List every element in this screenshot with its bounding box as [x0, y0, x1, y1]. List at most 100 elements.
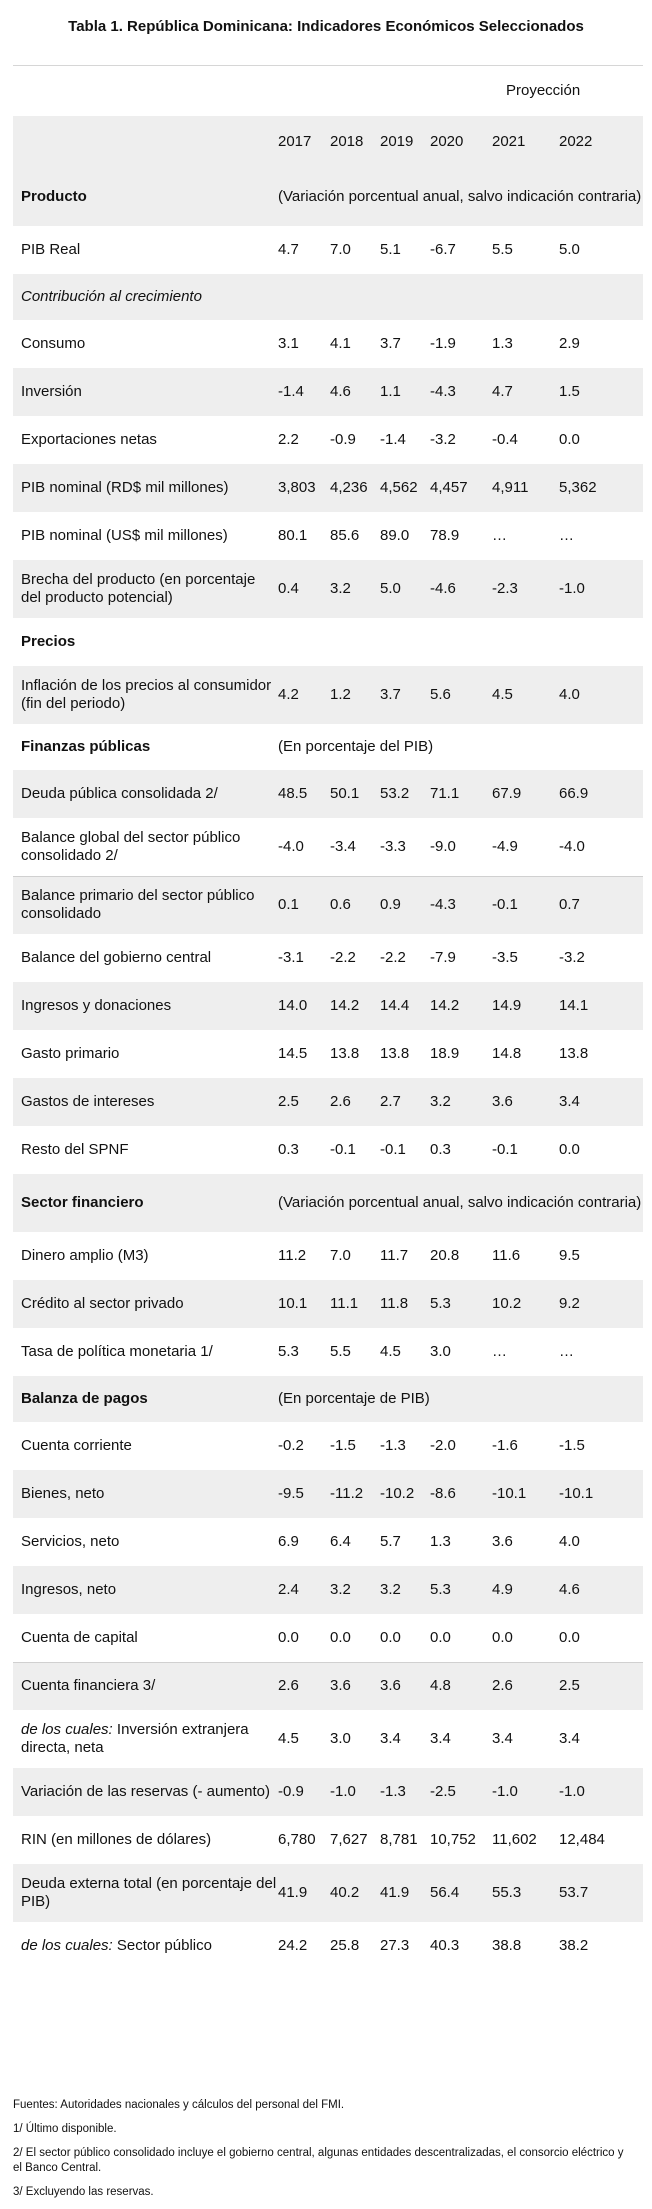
value-cell: -6.7: [430, 241, 456, 258]
value-cell: -0.9: [278, 1768, 330, 1816]
value-cell: 0.4: [278, 560, 330, 618]
row-label: Exportaciones netas: [21, 431, 157, 448]
value-cell: -2.0: [430, 1437, 456, 1454]
value-cell: 24.2: [278, 1937, 308, 1954]
value-cell: 6.4: [330, 1533, 351, 1550]
section-row: Balanza de pagos (En porcentaje de PIB): [13, 1376, 643, 1422]
value-cell: -2.3: [492, 560, 559, 618]
row-label: Servicios, neto: [21, 1533, 120, 1550]
value-cell: 4.5: [380, 1343, 401, 1360]
section-row: Precios: [13, 618, 643, 666]
value-cell: -9.5: [278, 1470, 330, 1518]
year-header: 2021: [492, 116, 559, 168]
value-cell: 2.5: [278, 1078, 330, 1126]
table-row: Exportaciones netas 2.2 -0.9 -1.4 -3.2 -0.4 0.…: [13, 416, 643, 464]
value-cell: 1.3: [430, 1533, 451, 1550]
value-cell: 3.7: [380, 666, 430, 724]
value-cell: 11.1: [330, 1280, 380, 1328]
value-cell: -3.2: [559, 949, 585, 966]
table-row: Cuenta financiera 3/2.6 3.6 3.6 4.8 2.6 2.5: [13, 1661, 643, 1710]
row-label: Inflación de los precios al consumidor (…: [13, 666, 278, 724]
row-label: Deuda externa total (en porcentaje del P…: [13, 1864, 278, 1922]
section-note: (Variación porcentual anual, salvo indic…: [278, 168, 643, 226]
value-cell: 27.3: [380, 1937, 410, 1954]
section-note: (Variación porcentual anual, salvo indic…: [278, 1174, 643, 1232]
indicators-table: 2017 2018 2019 2020 2021 2022 Producto (V…: [13, 116, 643, 1970]
row-label: Gasto primario: [21, 1045, 120, 1062]
value-cell: 67.9: [492, 770, 559, 818]
value-cell: 4.5: [492, 666, 559, 724]
row-label: Balance primario del sector público cons…: [13, 875, 278, 934]
value-cell: 3.2: [430, 1078, 492, 1126]
value-cell: 4.6: [330, 368, 380, 416]
value-cell: -10.2: [380, 1470, 430, 1518]
row-label: Deuda pública consolidada 2/: [13, 770, 278, 818]
value-cell: -3.2: [430, 431, 456, 448]
value-cell: 53.7: [559, 1864, 643, 1922]
value-cell: 2.5: [559, 1661, 643, 1710]
value-cell: 5,362: [559, 464, 643, 512]
value-cell: 2.7: [380, 1078, 430, 1126]
row-label: Gastos de intereses: [13, 1078, 278, 1126]
value-cell: 40.3: [430, 1937, 460, 1954]
row-label-qualifier: de los cuales:: [21, 1721, 113, 1738]
value-cell: 4.6: [559, 1566, 643, 1614]
value-cell: -7.9: [430, 949, 456, 966]
value-cell: 4.7: [492, 368, 559, 416]
value-cell: 5.3: [430, 1280, 492, 1328]
value-cell: 38.8: [492, 1937, 522, 1954]
table-row: Resto del SPNF 0.3 -0.1 -0.1 0.3 -0.1 0.0: [13, 1126, 643, 1174]
value-cell: 55.3: [492, 1864, 559, 1922]
value-cell: 14.4: [380, 982, 430, 1030]
row-label: Ingresos y donaciones: [13, 982, 278, 1030]
row-label: Brecha del producto (en porcentaje del p…: [13, 560, 278, 618]
value-cell: 2.2: [278, 431, 299, 448]
value-cell: 48.5: [278, 770, 330, 818]
year-header: 2020: [430, 116, 492, 168]
row-label-text: Inversión extranjera directa, neta: [21, 1721, 253, 1756]
value-cell: -4.0: [559, 837, 585, 855]
value-cell: -0.2: [278, 1437, 304, 1454]
table-row: de los cuales: Sector público 24.2 25.8 27.…: [13, 1922, 643, 1970]
section-heading: Precios: [21, 633, 76, 650]
value-cell: 2.9: [559, 335, 580, 352]
value-cell: 0.0: [559, 1628, 580, 1646]
value-cell: 3.7: [380, 335, 401, 352]
value-cell: 6.9: [278, 1533, 299, 1550]
section-heading: Finanzas públicas: [21, 738, 151, 755]
table-row: Cuenta corriente -0.2 -1.5 -1.3 -2.0 -1.6 -1.5: [13, 1422, 643, 1470]
row-label: PIB Real: [21, 241, 81, 258]
row-label: PIB nominal (US$ mil millones): [21, 527, 228, 544]
value-cell: -4.3: [430, 368, 492, 416]
year-header: 2019: [380, 116, 430, 168]
value-cell: -8.6: [430, 1470, 492, 1518]
value-cell: 2.4: [278, 1566, 330, 1614]
footnote-1: 1/ Último disponible.: [13, 2123, 117, 2135]
value-cell: 1.5: [559, 368, 643, 416]
value-cell: 5.1: [380, 241, 401, 258]
value-cell: 3.0: [430, 1343, 451, 1360]
value-cell: -0.1: [330, 1141, 356, 1158]
value-cell: 4.1: [330, 335, 351, 352]
value-cell: 3.6: [330, 1661, 380, 1710]
row-label: Resto del SPNF: [21, 1141, 129, 1158]
value-cell: -1.0: [492, 1768, 559, 1816]
row-label: Tasa de política monetaria 1/: [21, 1343, 213, 1360]
value-cell: -2.2: [330, 949, 356, 966]
value-cell: …: [492, 527, 507, 544]
value-cell: -10.1: [492, 1470, 559, 1518]
row-label: Cuenta corriente: [21, 1437, 132, 1454]
table-row: Dinero amplio (M3) 11.2 7.0 11.7 20.8 11.6 9.5: [13, 1232, 643, 1280]
table-row: RIN (en millones de dólares) 6,780 7,627 8,…: [13, 1816, 643, 1864]
section-note: [278, 618, 643, 666]
value-cell: 3.6: [380, 1661, 430, 1710]
value-cell: 3.2: [330, 1566, 380, 1614]
value-cell: …: [559, 527, 574, 544]
value-cell: -1.9: [430, 335, 456, 352]
table-row: Ingresos, neto 2.4 3.2 3.2 5.3 4.9 4.6: [13, 1566, 643, 1614]
value-cell: -0.1: [492, 875, 559, 934]
value-cell: 11.2: [278, 1247, 307, 1264]
value-cell: 3.4: [559, 1730, 580, 1747]
value-cell: 7,627: [330, 1831, 368, 1848]
value-cell: 13.8: [380, 1045, 410, 1062]
